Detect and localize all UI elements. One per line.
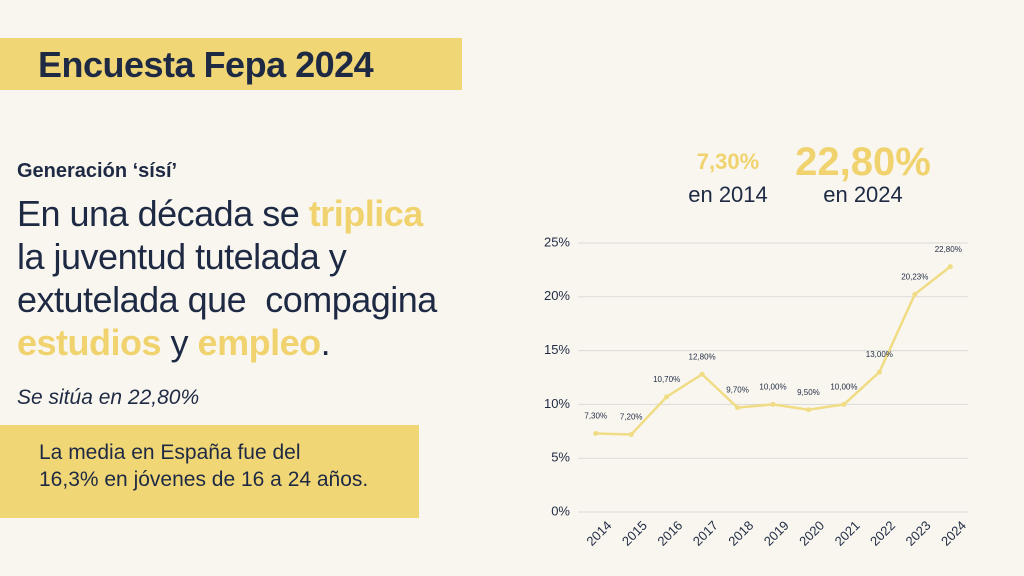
data-point xyxy=(628,432,634,438)
data-point xyxy=(593,430,599,436)
x-tick-label: 2024 xyxy=(938,518,969,549)
y-tick-label: 10% xyxy=(544,396,570,411)
x-tick-label: 2015 xyxy=(619,518,650,549)
data-point xyxy=(947,264,953,270)
subtitle: Generación ‘sísí’ xyxy=(17,160,178,182)
data-point xyxy=(770,401,776,407)
headline-segment: extutelada que compagina xyxy=(17,279,437,320)
x-tick-label: 2016 xyxy=(654,518,685,549)
x-tick-label: 2021 xyxy=(832,518,863,549)
title-box: Encuesta Fepa 2024 xyxy=(0,38,462,90)
callout-line: 16,3% en jóvenes de 16 a 24 años. xyxy=(39,468,369,491)
headline-segment: triplica xyxy=(308,193,424,234)
stat-value: 7,30% xyxy=(696,149,760,174)
x-tick-label: 2018 xyxy=(725,518,756,549)
data-label: 20,23% xyxy=(901,272,928,281)
data-label: 13,00% xyxy=(866,350,893,359)
x-tick-label: 2020 xyxy=(796,518,827,549)
data-point xyxy=(805,407,811,413)
stat-caption: en 2024 xyxy=(823,182,903,207)
headline-segment: En una década se xyxy=(17,193,309,234)
title: Encuesta Fepa 2024 xyxy=(38,44,374,85)
stat: 7,30% en 2014 xyxy=(683,149,773,207)
data-label: 9,50% xyxy=(797,388,820,397)
data-point xyxy=(912,291,918,297)
data-label: 10,00% xyxy=(759,383,786,392)
y-tick-label: 15% xyxy=(544,342,570,357)
callout-line: La media en España fue del xyxy=(39,441,301,464)
data-label: 10,70% xyxy=(653,375,680,384)
data-label: 7,30% xyxy=(584,412,607,421)
y-tick-label: 5% xyxy=(551,450,570,465)
headline-line: estudios y empleo. xyxy=(17,321,437,364)
data-point xyxy=(699,371,705,377)
x-tick-label: 2022 xyxy=(867,518,898,549)
headline-line: la juventud tutelada y xyxy=(17,235,437,278)
data-point xyxy=(876,369,882,375)
headline-line: extutelada que compagina xyxy=(17,278,437,321)
headline-segment: estudios xyxy=(17,322,162,363)
stat-value: 22,80% xyxy=(795,140,931,184)
stat-caption: en 2014 xyxy=(688,182,768,207)
data-label: 10,00% xyxy=(830,383,857,392)
headline-segment: y xyxy=(161,322,198,363)
headline-segment: empleo xyxy=(197,322,322,363)
headline-segment: . xyxy=(320,322,331,363)
callout-box: La media en España fue del 16,3% en jóven… xyxy=(0,425,419,518)
x-tick-label: 2019 xyxy=(761,518,792,549)
data-label: 9,70% xyxy=(726,386,749,395)
x-tick-label: 2014 xyxy=(583,518,614,549)
y-tick-label: 20% xyxy=(544,288,570,303)
headline-segment: la juventud tutelada y xyxy=(17,236,347,277)
note: Se sitúa en 22,80% xyxy=(17,386,200,409)
headline: En una década se triplica la juventud tut… xyxy=(17,192,437,364)
x-tick-label: 2017 xyxy=(690,518,721,549)
headline-line: En una década se triplica xyxy=(17,192,437,235)
y-tick-label: 0% xyxy=(551,503,570,518)
data-point xyxy=(735,405,741,411)
y-tick-label: 25% xyxy=(544,234,570,249)
data-label: 12,80% xyxy=(689,352,716,361)
x-tick-label: 2023 xyxy=(903,518,934,549)
data-label: 7,20% xyxy=(620,413,643,422)
data-point xyxy=(664,394,670,400)
stat: 22,80% en 2024 xyxy=(783,140,943,207)
data-point xyxy=(841,401,847,407)
data-label: 22,80% xyxy=(935,245,962,254)
